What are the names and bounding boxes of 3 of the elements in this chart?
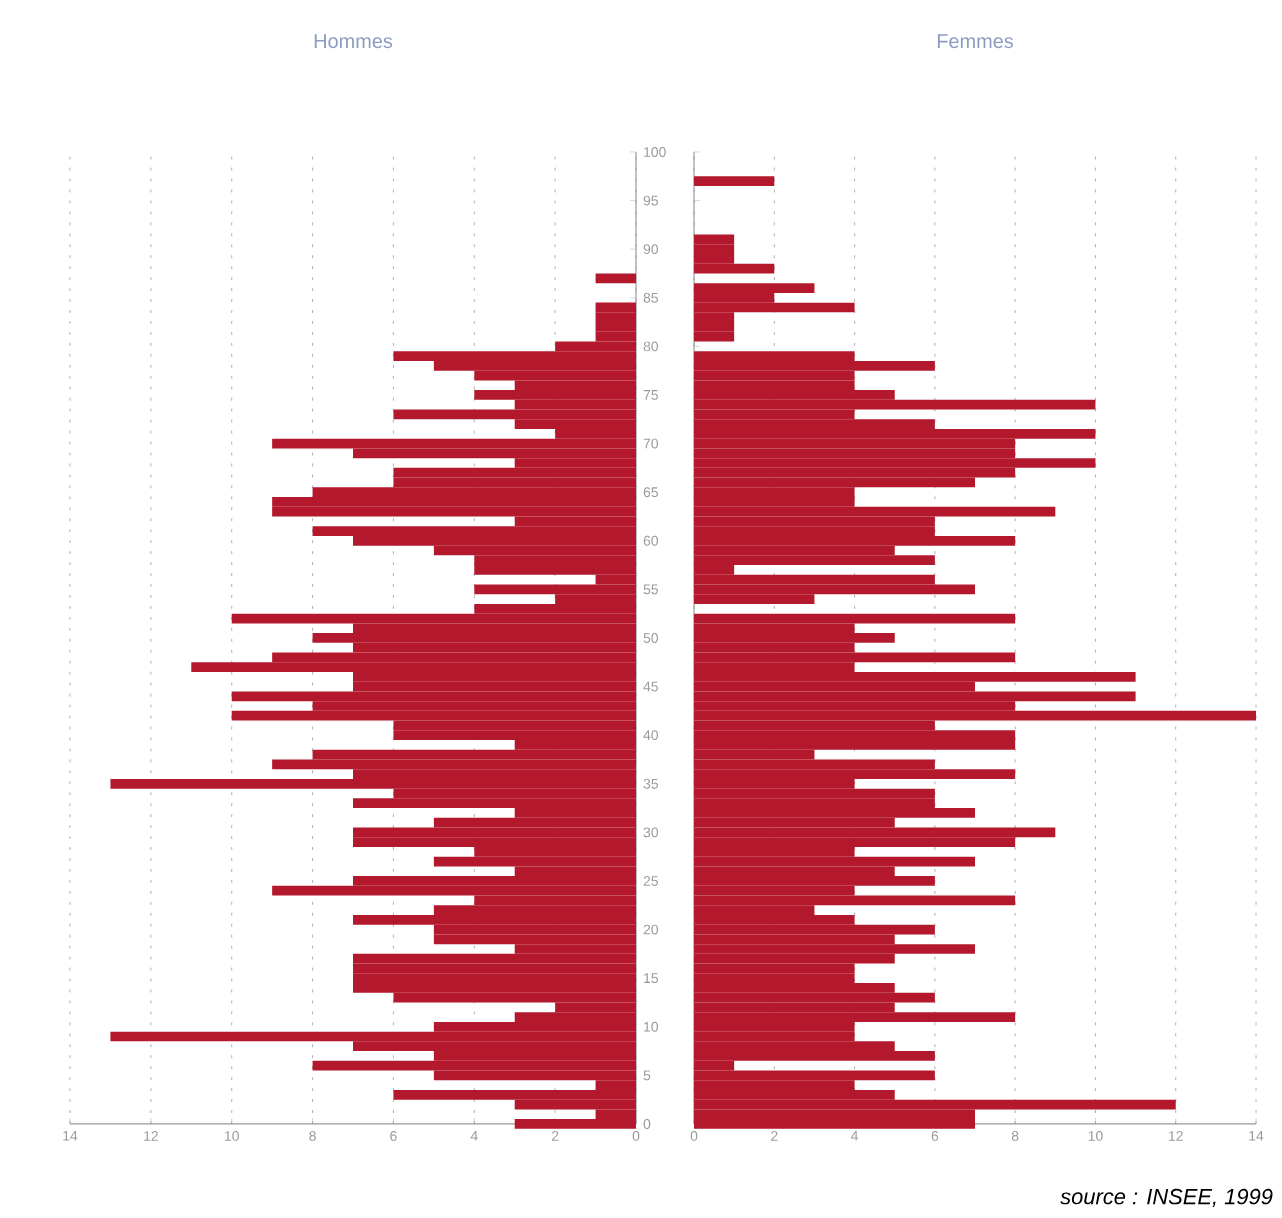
source-note: source : INSEE, 1999 xyxy=(1060,1188,1273,1207)
chart-title: Hommes xyxy=(314,34,393,49)
chart-title: Femmes xyxy=(937,34,1014,49)
